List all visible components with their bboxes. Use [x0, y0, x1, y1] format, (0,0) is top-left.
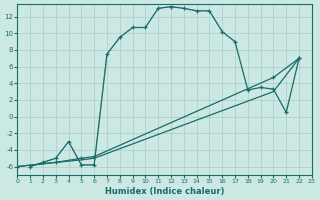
X-axis label: Humidex (Indice chaleur): Humidex (Indice chaleur)	[105, 187, 224, 196]
